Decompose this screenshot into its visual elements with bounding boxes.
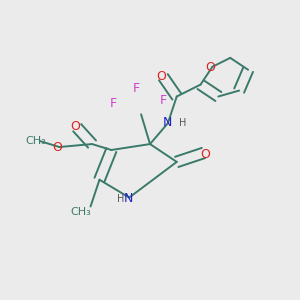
Text: CH₃: CH₃ — [71, 207, 92, 218]
Text: O: O — [206, 61, 216, 74]
Text: O: O — [70, 120, 80, 133]
Text: F: F — [109, 97, 116, 110]
Text: H: H — [117, 194, 124, 204]
Text: O: O — [52, 141, 62, 154]
Text: F: F — [160, 94, 167, 106]
Text: H: H — [179, 118, 187, 128]
Text: N: N — [163, 116, 172, 129]
Text: F: F — [133, 82, 140, 95]
Text: N: N — [124, 192, 133, 205]
Text: O: O — [201, 148, 211, 161]
Text: O: O — [156, 70, 166, 83]
Text: CH₃: CH₃ — [25, 136, 46, 146]
